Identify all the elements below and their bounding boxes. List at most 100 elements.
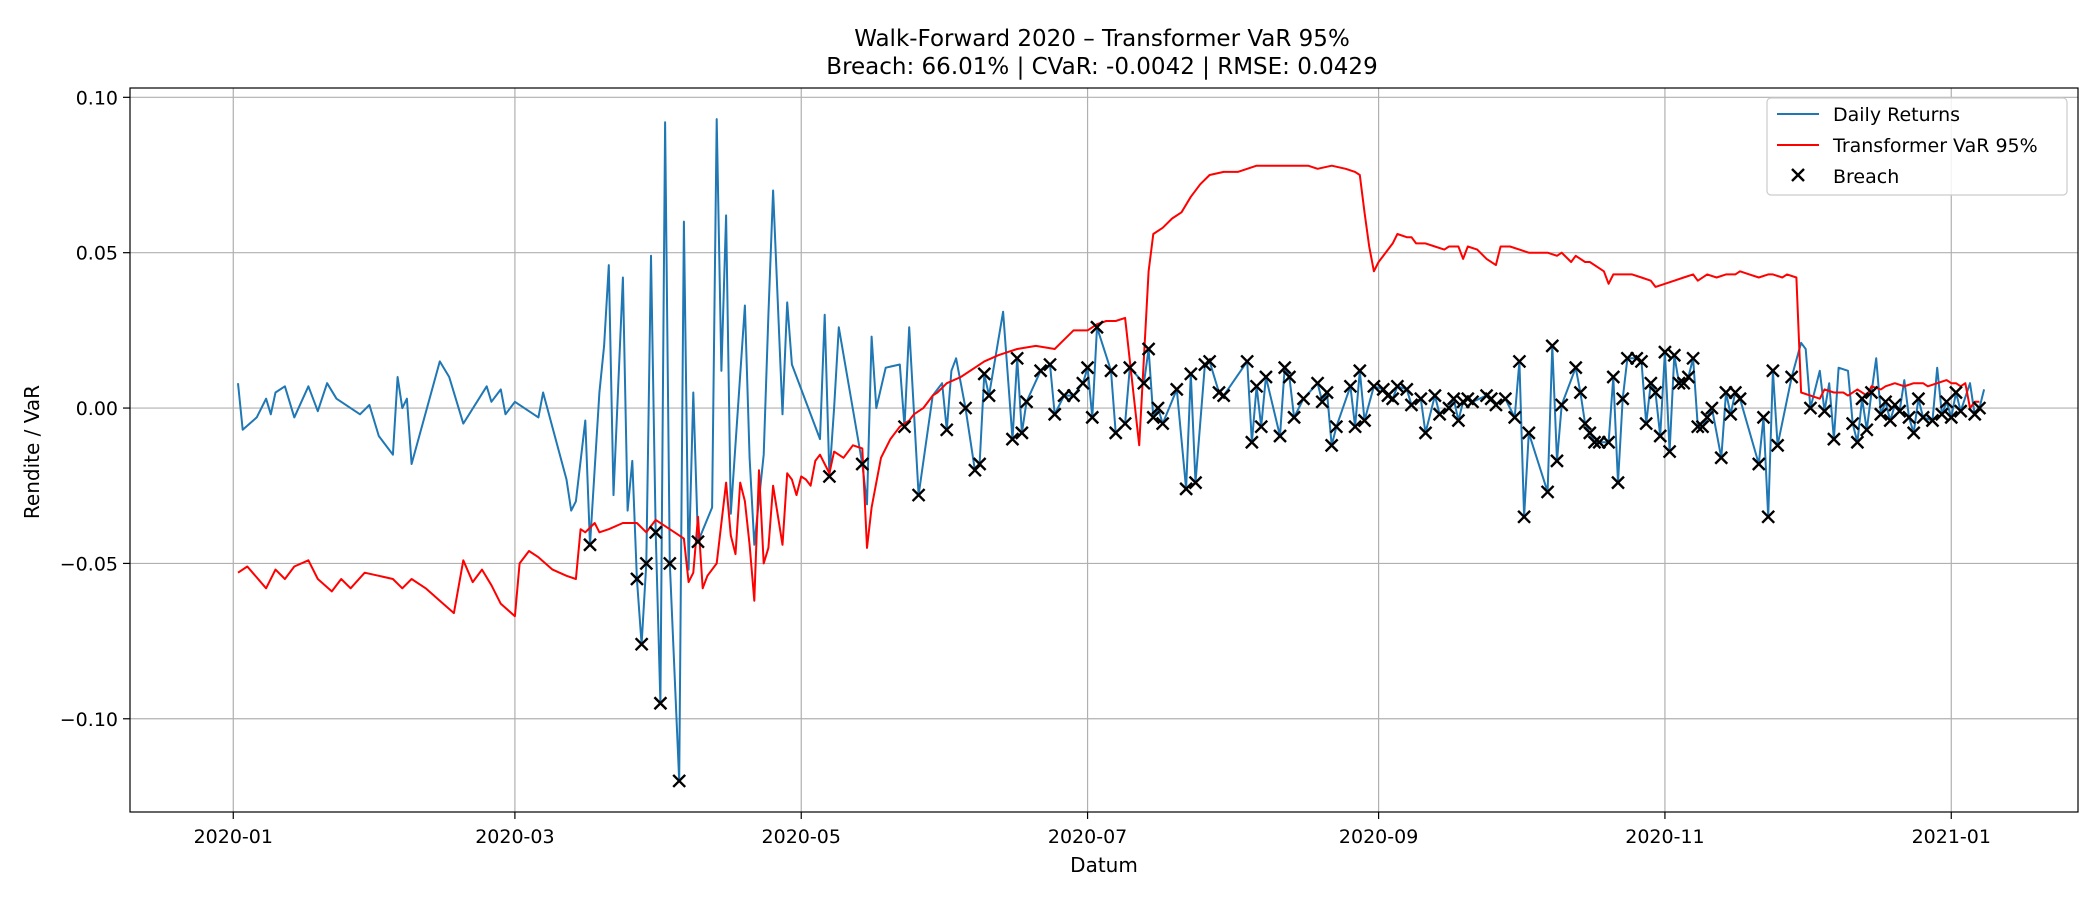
breach-marker bbox=[1019, 394, 1034, 409]
x-tick-label: 2020-11 bbox=[1625, 826, 1704, 848]
breach-marker bbox=[1925, 413, 1940, 428]
breach-marker bbox=[1343, 379, 1358, 394]
breach-marker bbox=[1911, 391, 1926, 406]
breach-marker bbox=[1643, 376, 1658, 391]
breach-marker bbox=[1733, 391, 1747, 406]
breach-marker bbox=[1137, 376, 1151, 391]
breach-marker bbox=[1906, 426, 1921, 440]
breach-marker bbox=[1315, 394, 1330, 409]
breach-marker bbox=[1766, 363, 1780, 378]
breach-marker bbox=[1953, 404, 1968, 419]
breach-marker bbox=[911, 488, 926, 502]
breach-marker bbox=[1606, 370, 1621, 384]
breach-marker bbox=[1949, 385, 1963, 400]
breach-marker bbox=[1179, 481, 1193, 496]
breach-marker bbox=[1662, 444, 1677, 459]
breach-marker bbox=[1517, 509, 1531, 524]
breach-marker bbox=[1784, 370, 1799, 384]
breach-marker bbox=[1273, 429, 1287, 443]
breach-marker bbox=[1146, 410, 1161, 425]
breach-marker bbox=[1151, 401, 1165, 415]
breach-marker bbox=[1015, 426, 1029, 440]
breach-marker bbox=[1639, 416, 1654, 431]
y-tick-label: −0.05 bbox=[60, 553, 118, 575]
x-tick-label: 2021-01 bbox=[1912, 826, 1991, 848]
breach-marker bbox=[939, 422, 954, 437]
breach-marker bbox=[1169, 382, 1184, 397]
legend-label-breach: Breach bbox=[1833, 166, 1899, 188]
breach-marker bbox=[1648, 385, 1663, 400]
breach-marker bbox=[1104, 363, 1118, 378]
breach-marker bbox=[1254, 419, 1269, 434]
breach-marker bbox=[1413, 391, 1428, 406]
x-tick-label: 2020-05 bbox=[762, 826, 841, 848]
x-axis: 2020-01 2020-03 2020-05 2020-07 2020-09 2020-… bbox=[194, 812, 1991, 848]
breach-marker bbox=[1634, 354, 1649, 369]
breach-marker bbox=[1277, 360, 1292, 375]
breach-marker bbox=[977, 367, 992, 381]
breach-marker bbox=[1202, 354, 1217, 369]
breach-marker bbox=[662, 556, 677, 571]
breach-marker bbox=[1756, 410, 1771, 425]
breach-marker bbox=[1183, 367, 1198, 381]
x-tick-label: 2020-07 bbox=[1048, 826, 1127, 848]
breach-marker bbox=[1850, 435, 1865, 450]
breach-marker bbox=[1878, 394, 1893, 409]
breach-marker bbox=[1282, 370, 1297, 384]
breach-marker bbox=[1540, 485, 1555, 499]
breach-marker bbox=[1700, 410, 1715, 425]
breach-marker bbox=[1892, 404, 1907, 419]
breach-marker bbox=[1296, 391, 1311, 406]
breach-marker bbox=[639, 556, 654, 571]
breach-marker bbox=[1090, 320, 1104, 335]
y-axis: 0.10 0.05 0.00 −0.05 −0.10 bbox=[60, 87, 130, 731]
breach-marker bbox=[1672, 376, 1686, 391]
breach-marker bbox=[1442, 401, 1456, 415]
breach-marker bbox=[1451, 413, 1466, 428]
breach-marker bbox=[1695, 419, 1710, 434]
breach-marker bbox=[1348, 419, 1362, 434]
breach-marker bbox=[1681, 370, 1696, 384]
breach-marker bbox=[1723, 407, 1738, 422]
legend-label-daily-returns: Daily Returns bbox=[1833, 104, 1960, 126]
breach-marker bbox=[1085, 410, 1100, 425]
breach-marker bbox=[958, 401, 973, 415]
breach-marker bbox=[1118, 416, 1132, 431]
breach-marker bbox=[1465, 394, 1480, 409]
breach-marker bbox=[1489, 398, 1503, 412]
breach-marker bbox=[1404, 398, 1419, 412]
breach-marker bbox=[1761, 509, 1776, 524]
breach-marker bbox=[1010, 351, 1025, 366]
breach-marker bbox=[1043, 357, 1057, 372]
chart-title: Walk-Forward 2020 – Transformer VaR 95% bbox=[854, 26, 1350, 52]
breach-marker bbox=[1545, 339, 1560, 353]
breach-marker bbox=[1587, 435, 1602, 450]
legend: Daily Returns Transformer VaR 95% Breach bbox=[1766, 97, 2068, 196]
breach-marker bbox=[1817, 404, 1832, 419]
breach-marker bbox=[1653, 429, 1668, 443]
breach-marker bbox=[1216, 388, 1231, 403]
legend-box bbox=[1766, 97, 2068, 196]
breach-marker bbox=[1578, 416, 1592, 431]
breach-marker bbox=[634, 637, 649, 652]
y-tick-label: 0.10 bbox=[76, 87, 118, 109]
breach-marker bbox=[1033, 363, 1048, 378]
grid-lines bbox=[130, 88, 2078, 812]
plot-area bbox=[129, 87, 2079, 813]
breach-marker bbox=[1324, 438, 1339, 453]
y-tick-label: 0.00 bbox=[76, 398, 118, 420]
breach-marker bbox=[1432, 407, 1447, 422]
breach-marker bbox=[1047, 407, 1062, 422]
breach-marker bbox=[1554, 398, 1569, 412]
breach-marker bbox=[1329, 419, 1344, 434]
breach-marker bbox=[1855, 391, 1869, 406]
breach-marker bbox=[1916, 410, 1930, 425]
breach-marker bbox=[897, 419, 912, 434]
breach-marker bbox=[1573, 385, 1588, 400]
breach-marker bbox=[1076, 376, 1090, 391]
breach-marker bbox=[1550, 454, 1564, 468]
y-tick-label: 0.05 bbox=[76, 243, 118, 265]
breach-marker bbox=[1972, 401, 1987, 415]
